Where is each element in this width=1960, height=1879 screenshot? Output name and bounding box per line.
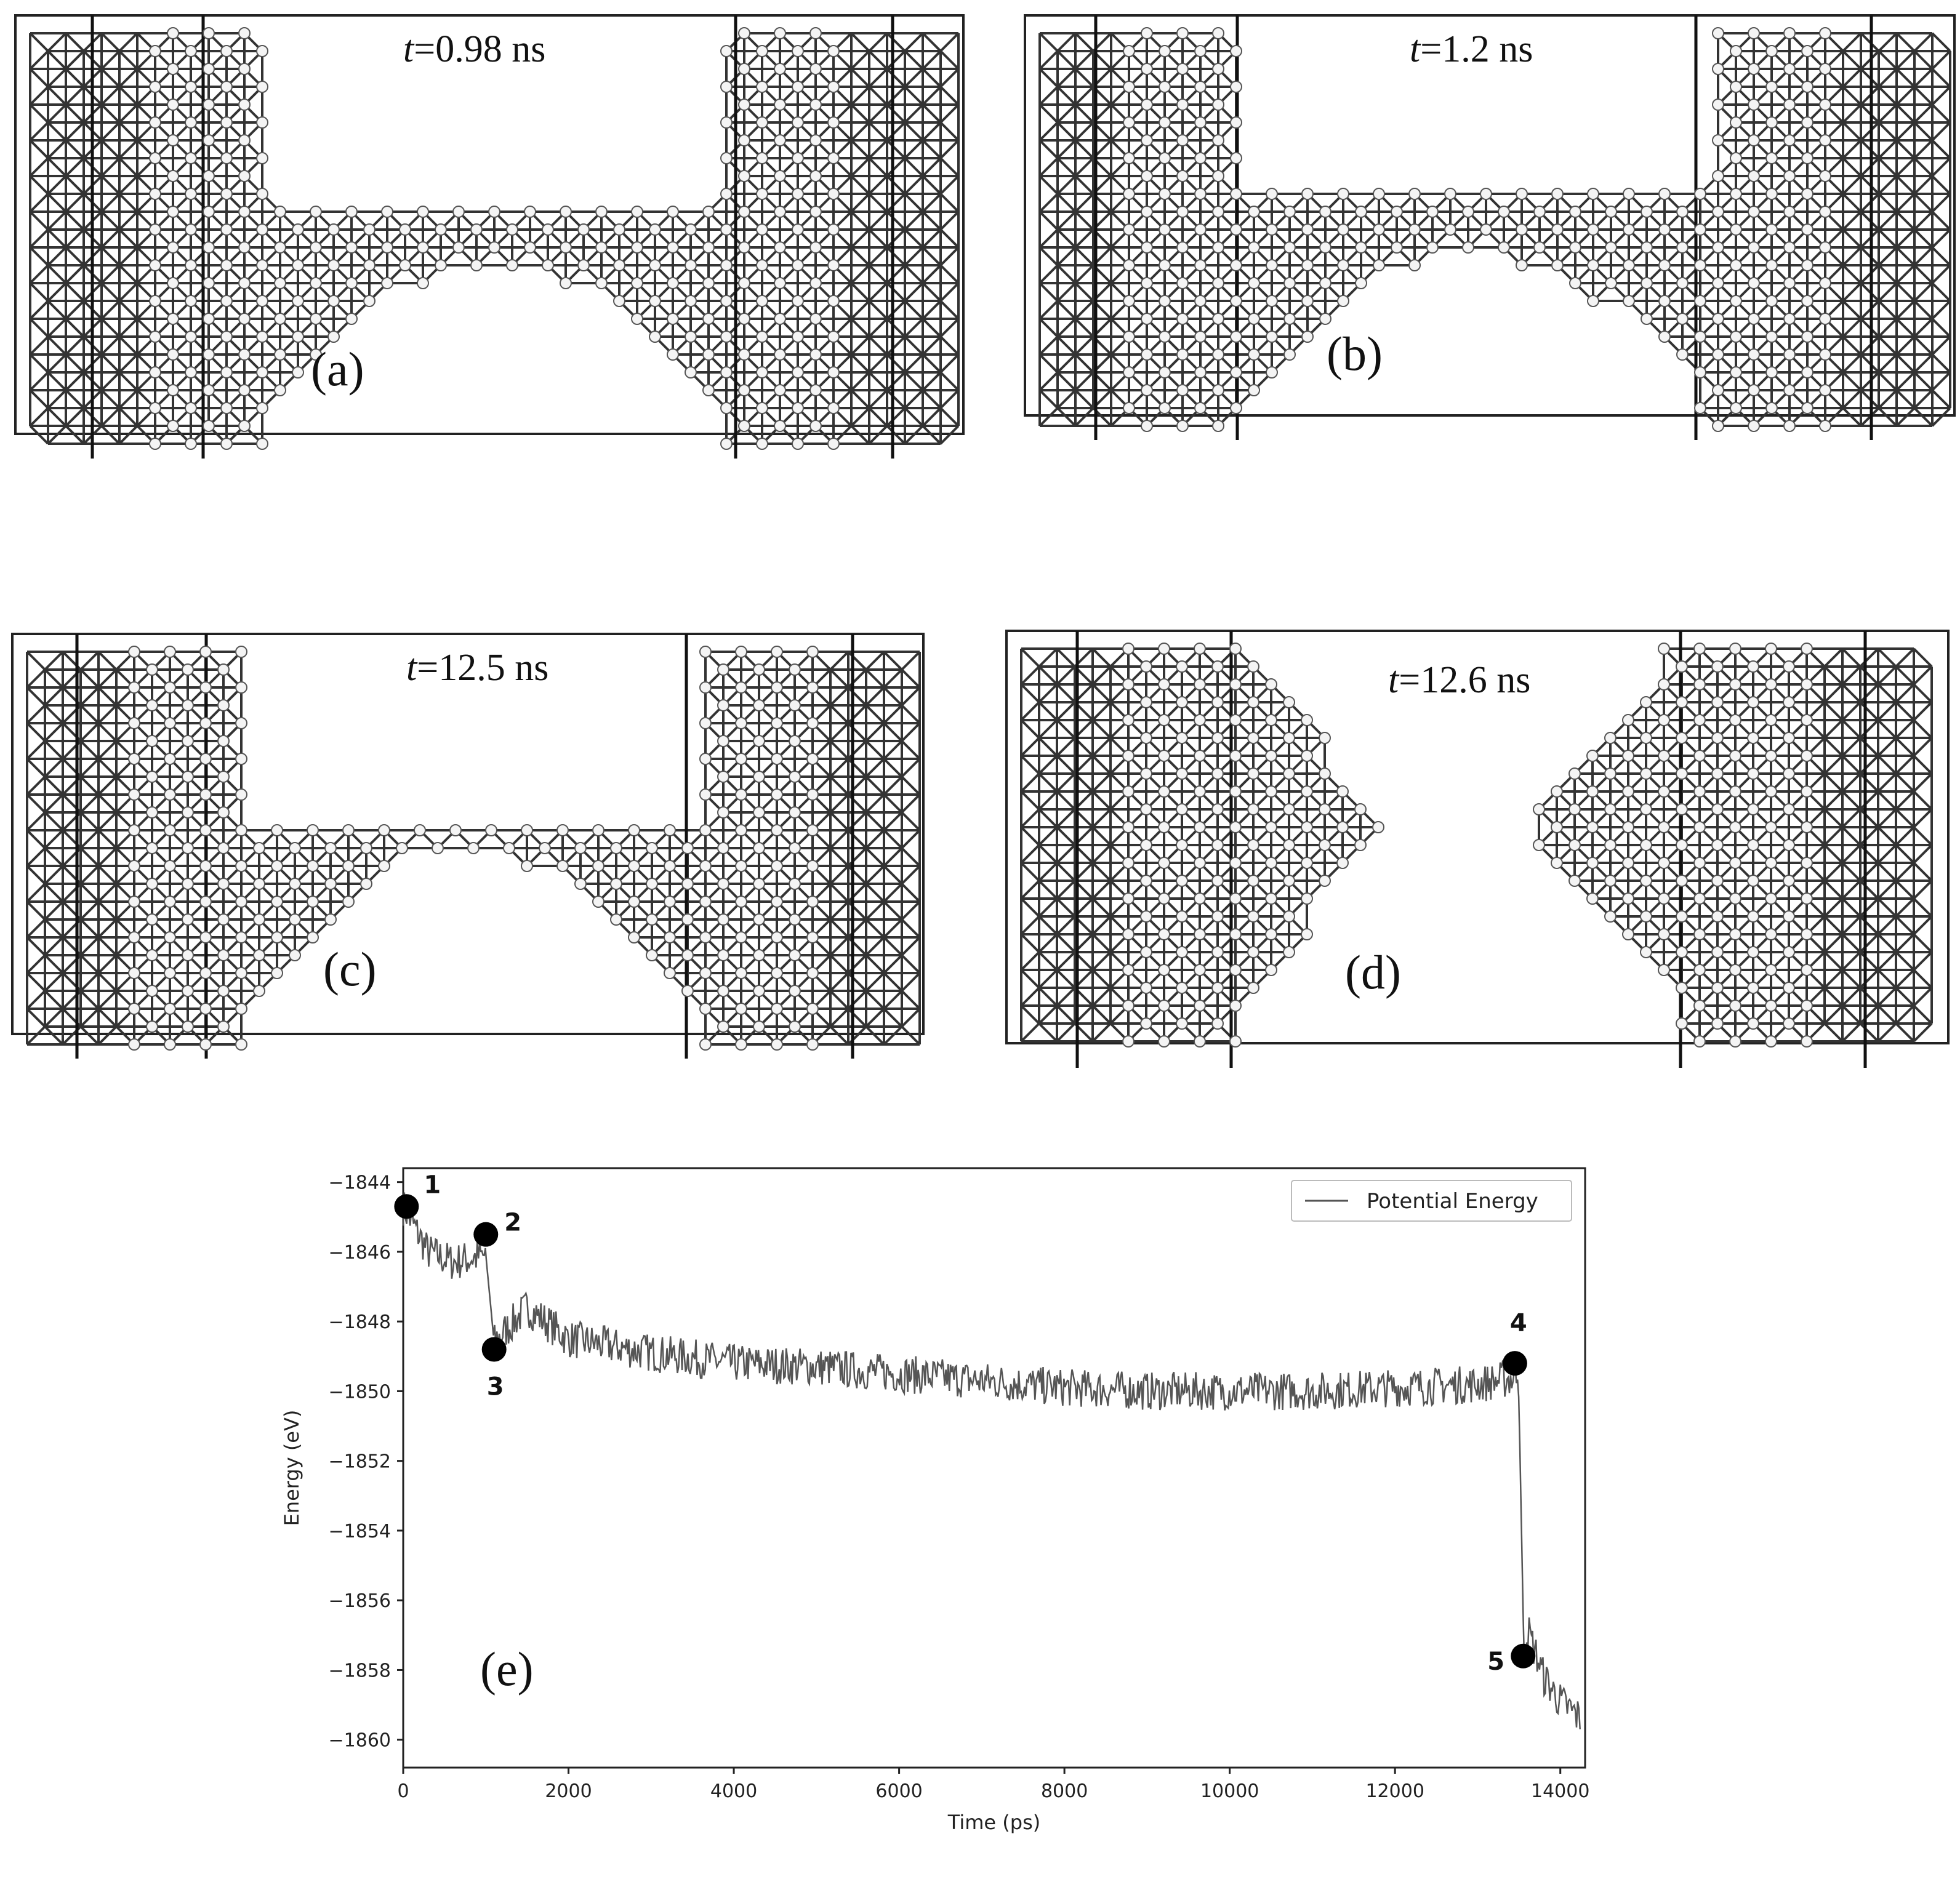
x-tick-label: 12000	[1365, 1781, 1424, 1802]
panel-e-label: (e)	[480, 1642, 534, 1696]
x-tick-label: 8000	[1041, 1781, 1088, 1802]
y-tick-label: −1856	[329, 1590, 391, 1612]
marker-label: 5	[1487, 1648, 1504, 1676]
y-tick-label: −1846	[329, 1242, 391, 1264]
x-tick-label: 2000	[545, 1781, 592, 1802]
panel-a-time: t=0.98 ns	[403, 28, 546, 70]
y-tick-label: −1850	[329, 1381, 391, 1403]
x-axis-label: Time (ps)	[947, 1811, 1040, 1834]
panel-b: t=1.2 ns (b)	[1022, 9, 1958, 446]
y-tick-label: −1858	[329, 1660, 391, 1681]
marker-point	[473, 1222, 499, 1247]
marker-point	[1502, 1351, 1527, 1376]
marker-point	[481, 1337, 507, 1362]
marker-label: 4	[1510, 1309, 1527, 1337]
legend-entry: Potential Energy	[1367, 1189, 1538, 1214]
atomic-lattice-a	[14, 14, 965, 459]
panel-d-time: t=12.6 ns	[1388, 659, 1531, 701]
marker-label: 3	[487, 1372, 504, 1401]
x-tick-label: 4000	[710, 1781, 757, 1802]
panel-a: t=0.98 ns (a)	[12, 9, 966, 465]
y-tick-label: −1852	[329, 1451, 391, 1473]
panel-c-time: t=12.5 ns	[406, 647, 549, 689]
panel-c: t=12.5 ns (c)	[9, 628, 926, 1065]
panel-a-label: (a)	[311, 342, 364, 396]
atomic-lattice-b	[1024, 14, 1956, 440]
x-tick-label: 6000	[875, 1781, 922, 1802]
marker-point	[1511, 1643, 1536, 1669]
y-tick-label: −1860	[329, 1730, 391, 1752]
panel-b-label: (b)	[1327, 327, 1383, 380]
panel-d-label: (d)	[1345, 945, 1401, 999]
marker-label: 2	[504, 1209, 521, 1237]
atomic-lattice-c	[11, 633, 925, 1059]
y-tick-label: −1848	[329, 1312, 391, 1333]
y-axis-label: Energy (eV)	[280, 1410, 303, 1526]
legend-box	[1291, 1180, 1572, 1222]
x-tick-label: 14000	[1531, 1781, 1589, 1802]
marker-point	[394, 1194, 419, 1219]
atomic-lattice-d	[1005, 630, 1950, 1068]
marker-label: 1	[424, 1171, 441, 1199]
panel-c-label: (c)	[323, 942, 377, 996]
panel-d: t=12.6 ns (d)	[1003, 625, 1951, 1074]
x-tick-label: 10000	[1200, 1781, 1259, 1802]
panel-b-time: t=1.2 ns	[1410, 28, 1533, 70]
plot-frame	[402, 1167, 1586, 1769]
y-tick-label: −1844	[329, 1172, 391, 1194]
x-tick-label: 0	[397, 1781, 409, 1802]
y-tick-label: −1854	[329, 1521, 391, 1542]
series-line-potential-energy	[402, 1192, 1581, 1729]
